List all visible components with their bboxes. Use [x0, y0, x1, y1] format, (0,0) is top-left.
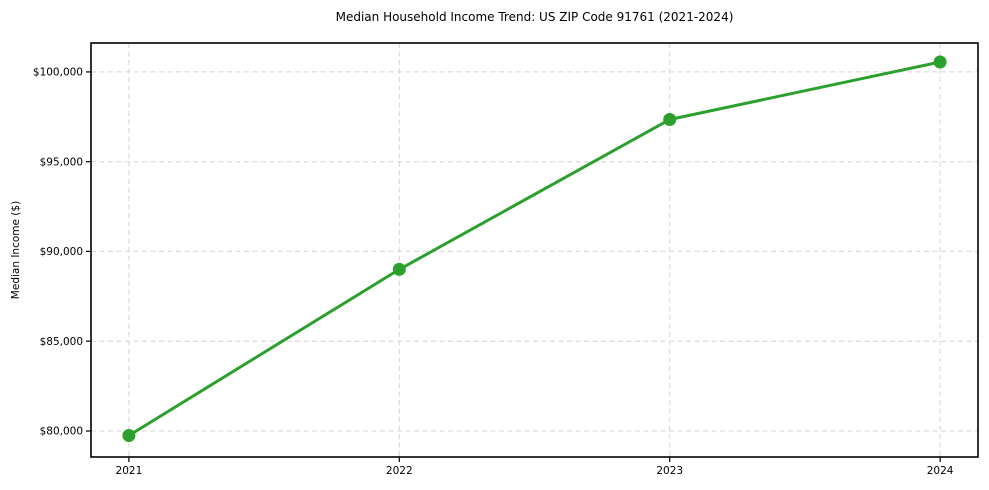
x-tick-label: 2024: [927, 465, 954, 477]
data-point-2024: [933, 55, 947, 69]
y-tick-label: $85,000: [40, 336, 83, 348]
x-tick-label: 2023: [656, 465, 683, 477]
plot-border: [90, 42, 979, 458]
y-tick-label: $95,000: [40, 156, 83, 168]
x-tick-label: 2022: [386, 465, 413, 477]
y-tick-label: $90,000: [40, 246, 83, 258]
data-point-2023: [663, 113, 677, 126]
trend-line: [127, 60, 942, 437]
x-tick-label: 2021: [116, 465, 143, 477]
data-point-2022: [392, 262, 406, 276]
y-tick-label: $100,000: [33, 67, 83, 79]
y-tick-label: $80,000: [40, 426, 83, 438]
data-point-2021: [122, 429, 136, 442]
chart-title: Median Household Income Trend: US ZIP Co…: [335, 10, 734, 24]
